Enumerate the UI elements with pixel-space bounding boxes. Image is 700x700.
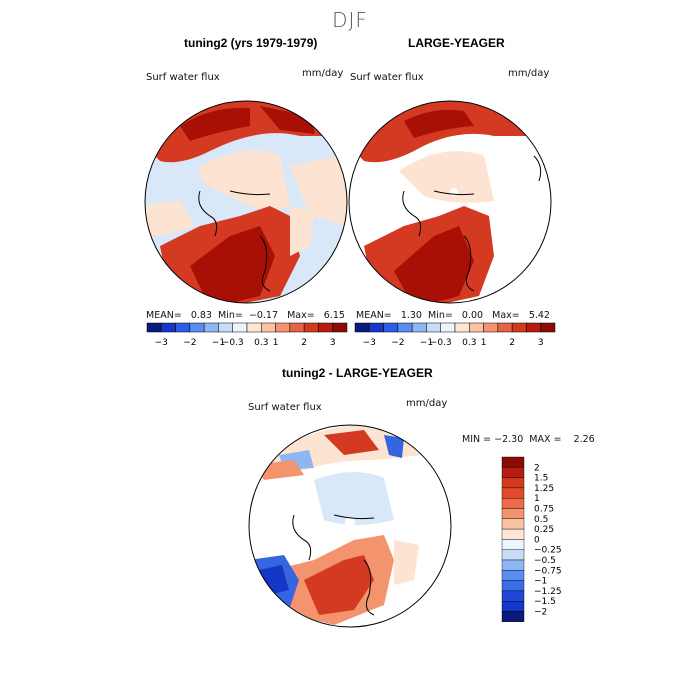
legend-label: 2 xyxy=(534,463,540,473)
panel1-map xyxy=(144,100,348,304)
colorbar-tick-label: 0.3 xyxy=(462,338,476,348)
colorbar-swatch xyxy=(318,322,333,333)
legend-label: 0.25 xyxy=(534,525,554,535)
panel2-title: LARGE-YEAGER xyxy=(408,36,505,50)
diff-title: tuning2 - LARGE-YEAGER xyxy=(282,366,433,380)
legend-swatch xyxy=(501,600,525,612)
panel2-stats: MEAN= 1.30 Min= 0.00 Max= 5.42 xyxy=(356,310,550,321)
legend-label: 1 xyxy=(534,494,540,504)
legend-label: −2 xyxy=(534,608,547,618)
legend-label: −0.75 xyxy=(534,566,562,576)
colorbar-swatch xyxy=(483,322,499,333)
colorbar-tick-label: −3 xyxy=(363,338,376,348)
colorbar-swatch xyxy=(261,322,276,333)
colorbar-swatch xyxy=(203,322,219,333)
panel2-map xyxy=(348,100,552,304)
legend-swatch xyxy=(501,467,525,478)
panel1-stats: MEAN= 0.83 Min= −0.17 Max= 6.15 xyxy=(146,310,345,321)
colorbar-swatch xyxy=(275,322,291,333)
legend-swatch xyxy=(501,590,525,602)
colorbar-tick-label: 2 xyxy=(509,338,515,348)
legend-label: −1.25 xyxy=(534,587,562,597)
colorbar-swatch xyxy=(189,322,205,333)
colorbar-tick-label: 3 xyxy=(538,338,544,348)
colorbar-swatch xyxy=(440,322,456,333)
colorbar-swatch xyxy=(146,322,162,333)
colorbar-swatch xyxy=(469,322,484,333)
colorbar-swatch xyxy=(246,322,262,333)
panel2-var-label: Surf water flux xyxy=(350,72,424,83)
legend-label: 1.5 xyxy=(534,474,548,484)
colorbar-tick-label: 0.3 xyxy=(254,338,268,348)
diff-units: mm/day xyxy=(406,398,448,409)
legend-label: −1 xyxy=(534,577,547,587)
legend-label: 0.5 xyxy=(534,515,548,525)
legend-swatch xyxy=(501,518,525,530)
colorbar-tick-label: −0.3 xyxy=(430,338,452,348)
colorbar-swatch xyxy=(454,322,470,333)
colorbar-swatch xyxy=(526,322,541,333)
panel1-units: mm/day xyxy=(302,68,344,79)
legend-label: −0.5 xyxy=(534,556,556,566)
colorbar-swatch xyxy=(289,322,305,333)
legend-swatch xyxy=(501,539,525,550)
colorbar-tick-label: −2 xyxy=(391,338,404,348)
legend-swatch xyxy=(501,611,525,623)
colorbar-swatch xyxy=(332,322,348,333)
legend-label: −0.25 xyxy=(534,546,562,556)
main-title: DJF xyxy=(332,8,368,32)
colorbar-tick-label: 1 xyxy=(481,338,487,348)
legend-label: 0.75 xyxy=(534,505,554,515)
legend-swatch xyxy=(501,528,525,540)
legend-label: 0 xyxy=(534,535,540,545)
legend-swatch xyxy=(501,549,525,561)
diff-map xyxy=(248,424,452,628)
colorbar-swatch xyxy=(511,322,527,333)
colorbar-swatch xyxy=(426,322,441,333)
panel1-colorbar: −3 −2 −1−0.3 0.3 1 2 3 xyxy=(146,322,348,348)
diff-minmax: MIN = −2.30 MAX = 2.26 xyxy=(462,434,595,445)
colorbar-swatch xyxy=(175,322,191,333)
colorbar-swatch xyxy=(369,322,384,333)
colorbar-tick-label: −1 xyxy=(420,338,433,348)
legend-swatch xyxy=(501,487,525,499)
diff-var-label: Surf water flux xyxy=(248,402,322,413)
colorbar-swatch xyxy=(383,322,399,333)
colorbar-swatch xyxy=(411,322,427,333)
diff-legend: 21.51.2510.750.50.250−0.25−0.5−0.75−1−1.… xyxy=(501,456,562,623)
colorbar-swatch xyxy=(497,322,513,333)
legend-swatch xyxy=(501,580,525,592)
legend-swatch xyxy=(501,570,525,581)
panel2-units: mm/day xyxy=(508,68,550,79)
colorbar-swatch xyxy=(232,322,248,333)
colorbar-swatch xyxy=(354,322,370,333)
colorbar-swatch xyxy=(161,322,176,333)
legend-swatch xyxy=(501,508,525,520)
colorbar-tick-label: 1 xyxy=(273,338,279,348)
colorbar-tick-label: 2 xyxy=(301,338,307,348)
legend-swatch xyxy=(501,456,525,468)
colorbar-swatch xyxy=(218,322,233,333)
legend-swatch xyxy=(501,477,525,489)
colorbar-tick-label: 3 xyxy=(330,338,336,348)
legend-label: −1.5 xyxy=(534,597,556,607)
panel1-title: tuning2 (yrs 1979-1979) xyxy=(184,36,318,50)
colorbar-swatch xyxy=(540,322,556,333)
colorbar-swatch xyxy=(397,322,413,333)
colorbar-tick-label: −1 xyxy=(212,338,225,348)
colorbar-tick-label: −3 xyxy=(155,338,168,348)
panel1-var-label: Surf water flux xyxy=(146,72,220,83)
panel2-colorbar: −3 −2 −1−0.3 0.3 1 2 3 xyxy=(354,322,556,348)
colorbar-tick-label: −0.3 xyxy=(222,338,244,348)
colorbar-swatch xyxy=(303,322,319,333)
colorbar-tick-label: −2 xyxy=(183,338,196,348)
legend-label: 1.25 xyxy=(534,484,554,494)
legend-swatch xyxy=(501,498,525,509)
legend-swatch xyxy=(501,559,525,571)
